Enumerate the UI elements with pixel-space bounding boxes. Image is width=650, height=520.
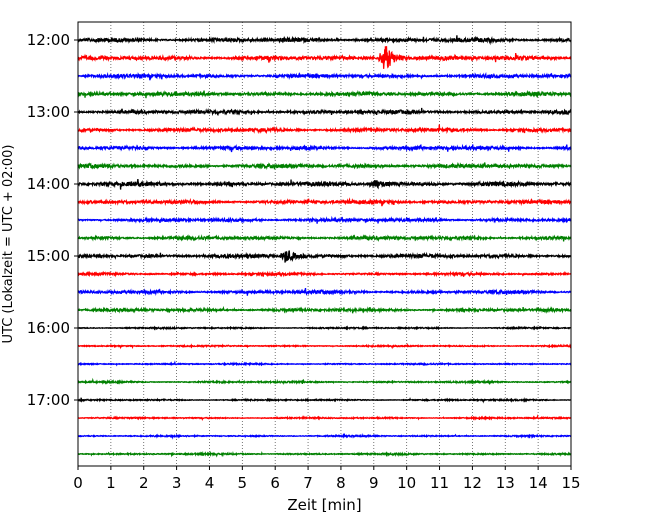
y-tick-label: 14:00: [27, 175, 70, 193]
y-tick-label: 17:00: [27, 391, 70, 409]
trace-line: [77, 325, 572, 331]
vertical-grid: [110, 22, 539, 466]
x-tick-label: 13: [496, 474, 515, 492]
trace-line: [77, 215, 572, 224]
x-axis-ticks: 0 1 2 3 4 5 6 7 8 9 10 11 12 13 14 15: [73, 466, 581, 492]
plot-frame: [77, 21, 572, 467]
trace-line: [77, 305, 572, 314]
x-tick-label: 1: [106, 474, 116, 492]
x-tick-label: 14: [529, 474, 548, 492]
trace-line: [77, 72, 572, 81]
x-tick-label: 4: [205, 474, 215, 492]
trace-line: [77, 250, 572, 263]
trace-line: [77, 287, 572, 297]
x-tick-label: 11: [430, 474, 449, 492]
x-axis-label: Zeit [min]: [287, 496, 361, 514]
trace-line: [77, 162, 572, 170]
trace-line: [77, 89, 572, 99]
trace-line: [77, 46, 572, 69]
trace-line: [77, 178, 572, 190]
x-tick-label: 9: [369, 474, 379, 492]
x-tick-label: 10: [397, 474, 416, 492]
trace-lines: [77, 35, 572, 458]
x-tick-label: 7: [303, 474, 313, 492]
trace-line: [77, 270, 572, 278]
trace-line: [77, 414, 572, 421]
trace-line: [77, 396, 572, 404]
x-tick-label: 12: [463, 474, 482, 492]
y-axis-ticks: 12:00 13:00 14:00 15:00 16:00 17:00: [27, 31, 78, 409]
x-tick-label: 3: [172, 474, 182, 492]
y-tick-label: 12:00: [27, 31, 70, 49]
trace-line: [77, 360, 572, 367]
x-tick-label: 0: [73, 474, 83, 492]
x-tick-label: 6: [270, 474, 280, 492]
trace-line: [77, 342, 572, 350]
trace-line: [77, 377, 572, 386]
x-tick-label: 2: [139, 474, 149, 492]
trace-line: [77, 234, 572, 243]
x-tick-label: 15: [561, 474, 580, 492]
y-tick-label: 13:00: [27, 103, 70, 121]
trace-line: [77, 143, 572, 153]
y-tick-label: 15:00: [27, 247, 70, 265]
trace-line: [77, 124, 572, 135]
y-axis-label: UTC (Lokalzeit = UTC + 02:00): [1, 145, 16, 344]
trace-line: [77, 432, 572, 440]
x-tick-label: 8: [336, 474, 346, 492]
y-tick-label: 16:00: [27, 319, 70, 337]
trace-line: [77, 107, 572, 117]
trace-line: [77, 35, 572, 46]
trace-line: [77, 450, 572, 458]
x-tick-label: 5: [238, 474, 248, 492]
trace-line: [77, 197, 572, 207]
